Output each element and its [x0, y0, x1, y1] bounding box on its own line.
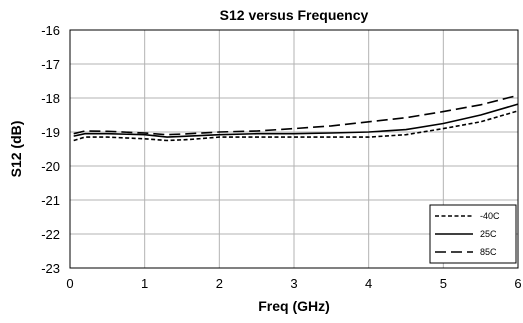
series-line-3: [73, 94, 519, 136]
legend-label: -40C: [480, 211, 500, 221]
x-tick-label: 4: [365, 276, 372, 291]
y-tick-label: -23: [41, 261, 60, 276]
series-line-2: [73, 103, 519, 138]
x-tick-label: 1: [141, 276, 148, 291]
x-tick-label: 5: [440, 276, 447, 291]
y-tick-labels: -16 -17 -18 -19 -20 -21 -22 -23: [41, 23, 60, 276]
x-tick-label: 0: [66, 276, 73, 291]
chart-title: S12 versus Frequency: [220, 7, 369, 23]
y-tick-label: -17: [41, 57, 60, 72]
y-tick-label: -21: [41, 193, 60, 208]
y-tick-label: -20: [41, 159, 60, 174]
x-axis-label: Freq (GHz): [258, 298, 330, 314]
y-tick-label: -19: [41, 125, 60, 140]
legend: -40C 25C 85C: [429, 204, 517, 264]
series-lines: [73, 94, 519, 142]
y-axis-label: S12 (dB): [8, 121, 24, 178]
y-tick-label: -22: [41, 227, 60, 242]
x-tick-labels: 0 1 2 3 4 5 6: [66, 276, 521, 291]
series-line-1: [73, 110, 519, 142]
x-tick-label: 3: [290, 276, 297, 291]
y-tick-label: -16: [41, 23, 60, 38]
y-tick-label: -18: [41, 91, 60, 106]
x-tick-label: 6: [514, 276, 521, 291]
plot-frame: [69, 29, 519, 269]
legend-label: 85C: [480, 247, 497, 257]
x-tick-label: 2: [216, 276, 223, 291]
legend-label: 25C: [480, 229, 497, 239]
